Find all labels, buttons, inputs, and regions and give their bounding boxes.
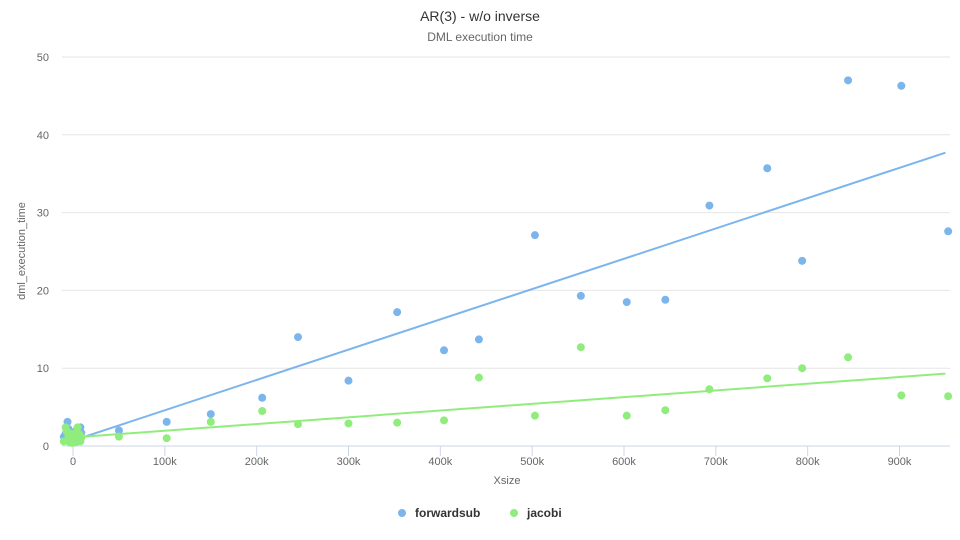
trend-lines [72,151,946,442]
data-point-forwardsub[interactable] [798,256,807,265]
y-tick-label: 40 [37,130,49,142]
data-point-jacobi[interactable] [661,406,670,415]
data-point-forwardsub[interactable] [258,393,267,402]
x-tick-label: 200k [245,456,269,468]
data-point-forwardsub[interactable] [705,201,714,210]
data-point-forwardsub[interactable] [530,231,539,240]
data-point-forwardsub[interactable] [162,417,171,426]
x-tick-label: 900k [888,456,912,468]
y-tick-label: 50 [37,52,49,64]
data-point-jacobi[interactable] [576,343,585,352]
axes: 0 10 20 30 40 50 0 100k 200k 300k 400k 500k 600k 700k… [37,52,950,468]
grid [62,56,950,369]
data-point-forwardsub[interactable] [844,76,853,85]
data-point-forwardsub[interactable] [294,333,303,342]
data-point-jacobi[interactable] [294,420,303,429]
legend-item-forwardsub[interactable]: forwardsub [398,506,480,520]
x-tick-label: 500k [520,456,544,468]
data-point-forwardsub[interactable] [576,291,585,300]
data-point-forwardsub[interactable] [897,81,906,90]
data-point-jacobi[interactable] [77,433,86,442]
data-point-forwardsub[interactable] [393,308,402,317]
y-tick-label: 0 [43,441,49,453]
trend-line-jacobi [72,372,946,439]
legend-label: forwardsub [415,506,480,520]
data-point-forwardsub[interactable] [206,410,215,419]
legend: forwardsub jacobi [398,506,562,520]
data-point-forwardsub[interactable] [944,227,953,236]
data-point-forwardsub[interactable] [474,335,483,344]
data-point-jacobi[interactable] [944,392,953,401]
data-point-jacobi[interactable] [162,434,171,443]
data-point-jacobi[interactable] [798,364,807,373]
y-tick-label: 20 [37,285,49,297]
data-point-jacobi[interactable] [73,423,82,432]
data-point-jacobi[interactable] [344,419,353,428]
y-axis-label: dml_execution_time [16,202,28,300]
x-tick-label: 0 [70,456,76,468]
chart-subtitle: DML execution time [427,30,533,44]
data-point-jacobi[interactable] [897,391,906,400]
x-tick-label: 300k [337,456,361,468]
data-point-jacobi[interactable] [530,411,539,420]
data-point-jacobi[interactable] [622,411,631,420]
y-tick-label: 10 [37,363,49,375]
data-point-forwardsub[interactable] [440,346,449,355]
data-point-forwardsub[interactable] [763,164,772,173]
x-tick-label: 800k [796,456,820,468]
data-point-forwardsub[interactable] [344,376,353,385]
data-point-forwardsub[interactable] [661,295,670,304]
trend-line-forwardsub [72,151,946,442]
data-point-jacobi[interactable] [440,416,449,425]
data-point-forwardsub[interactable] [114,426,123,435]
x-axis-label: Xsize [494,475,521,487]
legend-marker [398,509,406,517]
legend-item-jacobi[interactable]: jacobi [510,506,562,520]
y-tick-label: 30 [37,208,49,220]
legend-label: jacobi [526,506,562,520]
data-point-jacobi[interactable] [393,418,402,427]
data-point-jacobi[interactable] [844,353,853,362]
x-tick-label: 100k [153,456,177,468]
x-tick-label: 600k [612,456,636,468]
data-point-jacobi[interactable] [258,406,267,415]
data-point-jacobi[interactable] [763,374,772,383]
data-points [59,76,953,447]
legend-marker [510,509,518,517]
chart-title: AR(3) - w/o inverse [420,8,540,24]
x-tick-label: 700k [704,456,728,468]
data-point-jacobi[interactable] [474,373,483,382]
data-point-jacobi[interactable] [206,417,215,426]
data-point-jacobi[interactable] [705,385,714,394]
data-point-jacobi[interactable] [114,432,123,441]
data-point-forwardsub[interactable] [622,298,631,307]
x-tick-label: 400k [428,456,452,468]
